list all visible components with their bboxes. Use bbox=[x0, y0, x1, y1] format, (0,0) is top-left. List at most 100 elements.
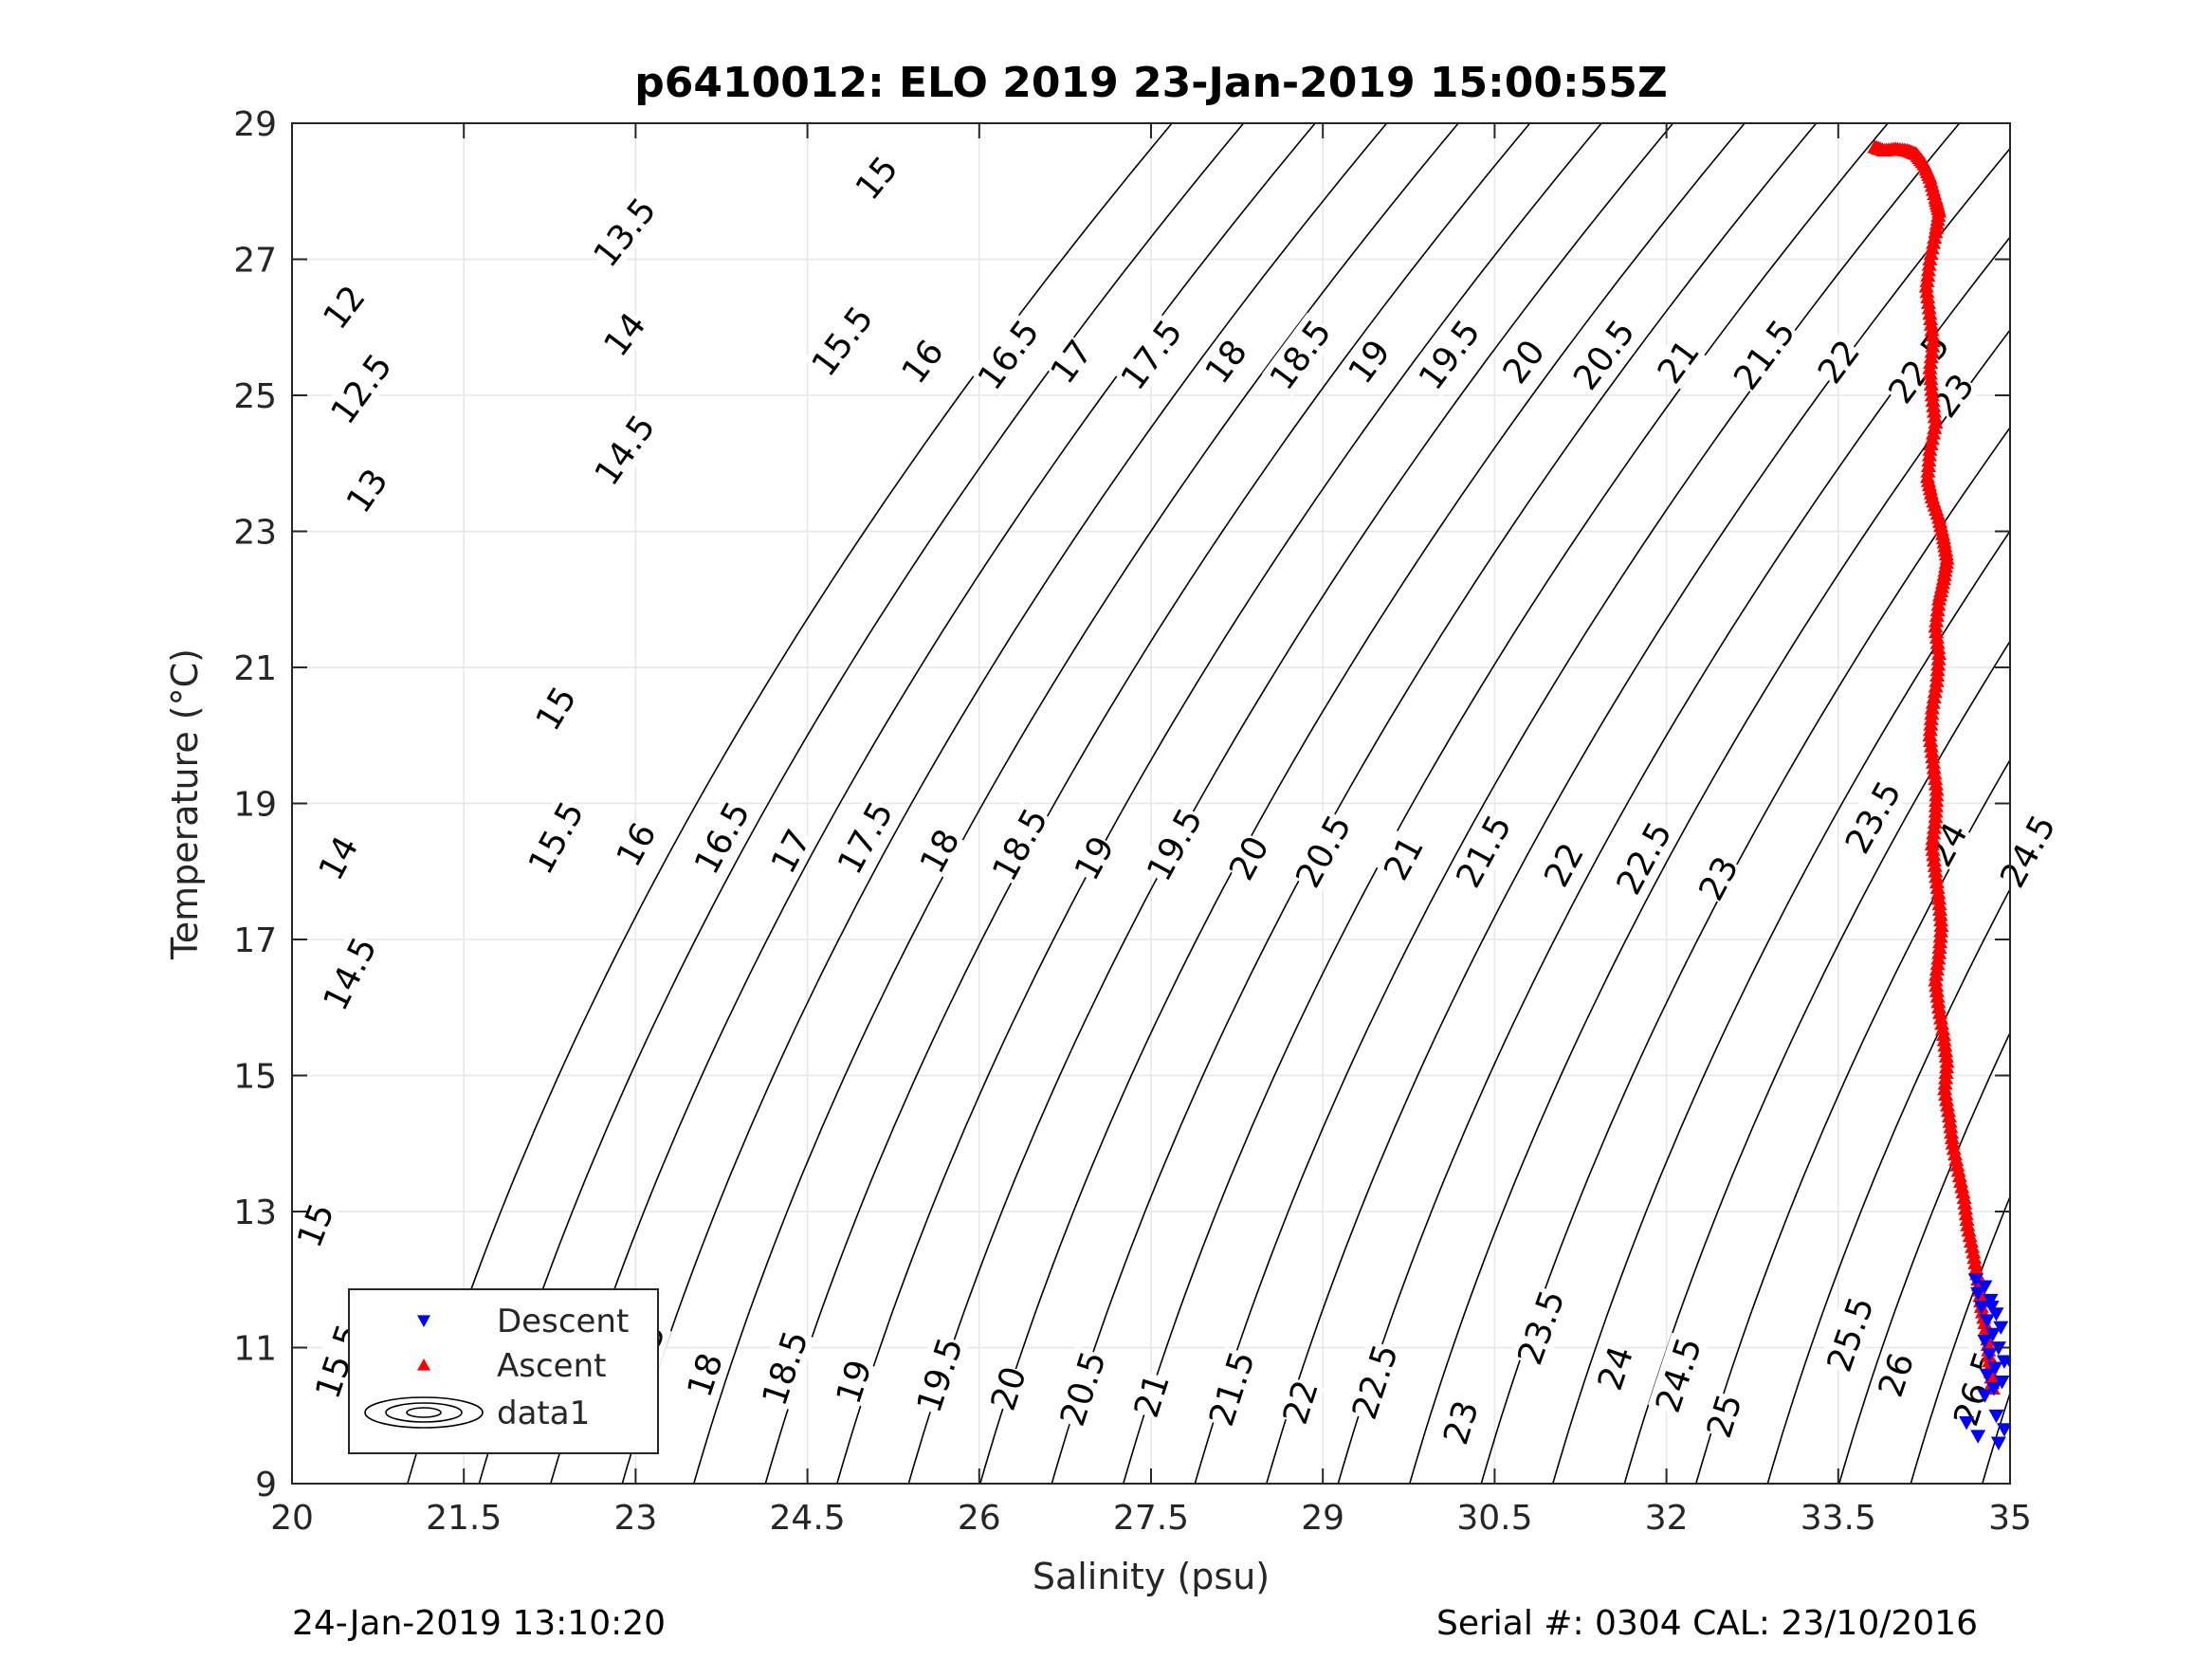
y-tick-label: 27 bbox=[233, 242, 277, 281]
contour-label-text: 15 bbox=[849, 150, 906, 208]
legend-marker-ascent bbox=[417, 1358, 430, 1371]
density-contour-line bbox=[2197, 123, 2212, 1484]
ascent-point bbox=[1929, 673, 1945, 687]
descent-point bbox=[1967, 1273, 1983, 1287]
contour-label-text: 13.5 bbox=[587, 191, 665, 275]
descent-point bbox=[1970, 1286, 1986, 1302]
y-tick-label: 15 bbox=[233, 1058, 277, 1097]
contour-label-text: 24.5 bbox=[1649, 1333, 1709, 1417]
contour-label-text: 18 bbox=[913, 824, 968, 881]
contour-label: 14.5 bbox=[315, 931, 385, 1017]
y-tick-label: 23 bbox=[233, 514, 277, 553]
contour-label-text: 19 bbox=[1342, 333, 1398, 391]
ascent-point bbox=[1938, 1086, 1954, 1101]
contour-label-text: 19.5 bbox=[910, 1333, 971, 1417]
y-tick-label: 19 bbox=[233, 786, 277, 825]
contour-label-text: 18 bbox=[1198, 333, 1255, 391]
contour-label-bg bbox=[1197, 333, 1253, 390]
descent-point bbox=[1977, 1334, 1993, 1349]
ascent-point bbox=[1926, 689, 1942, 703]
contour-label-text: 20 bbox=[1496, 333, 1553, 391]
contour-label-text: 17.5 bbox=[831, 795, 901, 881]
ascent-point bbox=[1939, 1092, 1955, 1106]
legend-label: Descent bbox=[497, 1303, 629, 1340]
density-contour-line bbox=[1623, 639, 2010, 1484]
contour-label: 25 bbox=[1699, 1390, 1750, 1443]
contour-label-bg bbox=[596, 305, 652, 363]
contour-label-text: 16 bbox=[610, 816, 665, 873]
x-tick-label: 30.5 bbox=[1456, 1499, 1532, 1538]
contour-label-bg bbox=[1871, 1349, 1921, 1401]
contour-label-text: 15 bbox=[529, 681, 585, 738]
density-contour-line bbox=[1766, 887, 2010, 1484]
contour-label: 15 bbox=[528, 680, 585, 738]
ascent-point bbox=[1967, 1255, 1983, 1269]
legend-marker-contour bbox=[406, 1407, 442, 1418]
density-contour-line bbox=[1910, 1194, 2010, 1484]
contour-label-bg bbox=[521, 794, 591, 881]
contour-label: 23 bbox=[1691, 850, 1746, 907]
contour-label-bg bbox=[1819, 1291, 1880, 1376]
descent-point bbox=[1983, 1301, 2000, 1315]
ascent-point bbox=[1937, 1081, 1953, 1096]
contour-label: 12 bbox=[316, 279, 374, 337]
contour-label-text: 16.5 bbox=[687, 795, 758, 881]
contour-label-bg bbox=[754, 1325, 815, 1411]
contour-label-text: 12.5 bbox=[324, 347, 400, 431]
descent-point bbox=[1979, 1368, 1995, 1383]
contour-label-bg bbox=[1275, 1376, 1325, 1428]
contour-label-text: 22.5 bbox=[1345, 1340, 1406, 1424]
contour-label: 19 bbox=[829, 1356, 880, 1409]
descent-point bbox=[1993, 1321, 2009, 1335]
density-contour-line bbox=[907, 123, 1674, 1484]
contour-label-bg bbox=[1565, 312, 1642, 396]
x-tick-label: 32 bbox=[1645, 1499, 1689, 1538]
contour-label-bg bbox=[1509, 1285, 1571, 1370]
contour-label-bg bbox=[1411, 312, 1488, 396]
x-tick-label: 33.5 bbox=[1801, 1499, 1876, 1538]
contour-label-bg bbox=[848, 149, 905, 207]
contour-label: 19.5 bbox=[1411, 312, 1489, 397]
contour-label: 22 bbox=[1275, 1376, 1326, 1429]
contour-label: 21 bbox=[1376, 830, 1432, 887]
contour-label: 21 bbox=[1650, 333, 1708, 392]
contour-label-text: 24.5 bbox=[1993, 809, 2063, 894]
contour-label-text: 23 bbox=[1691, 850, 1746, 907]
contour-label-bg bbox=[528, 680, 583, 737]
contour-label-bg bbox=[1435, 1396, 1485, 1449]
descent-point bbox=[1982, 1348, 1998, 1362]
contour-label: 13.5 bbox=[585, 191, 665, 275]
contour-label-bg bbox=[1880, 326, 1957, 410]
contour-label: 14 bbox=[596, 305, 654, 364]
contour-label-bg bbox=[1650, 333, 1706, 390]
ascent-point bbox=[1966, 1249, 1983, 1265]
contour-label-text: 25.5 bbox=[1820, 1292, 1882, 1376]
ascent-point bbox=[1968, 1261, 1984, 1275]
descent-point bbox=[1977, 1389, 1993, 1403]
contour-label-text: 23 bbox=[1436, 1396, 1487, 1449]
contour-label-bg bbox=[1648, 1332, 1709, 1417]
contour-label-bg bbox=[585, 191, 663, 274]
contour-label: 19.5 bbox=[908, 1332, 971, 1417]
x-axis-label: Salinity (psu) bbox=[1033, 1556, 1270, 1597]
contour-label-bg bbox=[1590, 1341, 1640, 1395]
contour-label-bg bbox=[984, 801, 1054, 887]
contour-label: 20.5 bbox=[1052, 1346, 1114, 1431]
descent-point bbox=[1973, 1301, 1989, 1315]
density-contour-line bbox=[1123, 123, 1889, 1484]
x-tick-label: 24.5 bbox=[770, 1499, 846, 1538]
contour-label-bg bbox=[1691, 850, 1745, 906]
contour-label-bg bbox=[322, 346, 399, 430]
density-contour-line bbox=[1695, 758, 2010, 1484]
contour-label-text: 22 bbox=[1811, 333, 1868, 391]
density-contour-line bbox=[836, 123, 1602, 1484]
contour-label-text: 21.5 bbox=[1727, 313, 1803, 397]
x-tick-label: 23 bbox=[613, 1499, 657, 1538]
y-tick-label: 25 bbox=[233, 377, 277, 416]
footer-serial-cal: Serial #: 0304 CAL: 23/10/2016 bbox=[1436, 1604, 1978, 1643]
contour-label-text: 23.5 bbox=[1510, 1285, 1572, 1370]
contour-label-text: 18.5 bbox=[985, 802, 1055, 887]
descent-point bbox=[1986, 1382, 2002, 1396]
contour-label-bg bbox=[1126, 1369, 1176, 1421]
